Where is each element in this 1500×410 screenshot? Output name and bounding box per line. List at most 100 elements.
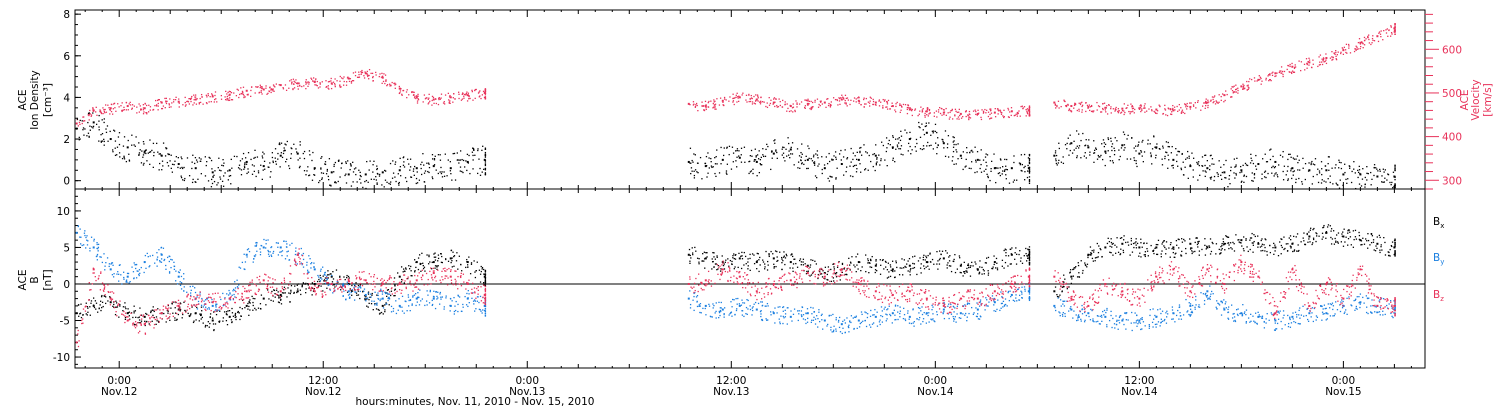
velocity-point [211,94,214,96]
density-point [1171,145,1173,148]
velocity-point [138,103,140,105]
bx-point [1302,237,1304,239]
velocity-point [1096,101,1098,104]
bx-point [151,320,153,322]
bx-point [1228,244,1230,246]
by-point [183,290,185,292]
bx-point [875,260,877,262]
density-point [1251,159,1253,162]
velocity-point [381,75,384,77]
velocity-point [735,96,737,98]
velocity-point [1390,25,1392,27]
velocity-point [325,80,327,82]
density-point [420,163,422,166]
velocity-point [1166,114,1169,117]
velocity-point [394,84,396,86]
density-point [1351,170,1353,173]
velocity-point [1261,80,1263,82]
velocity-point [999,109,1001,111]
velocity-point [1373,40,1376,42]
bx-point [799,258,802,260]
velocity-point [1394,29,1396,32]
density-point [1054,152,1057,154]
density-point [373,178,375,181]
density-point [704,165,707,168]
density-point [254,149,256,151]
velocity-point [343,80,345,83]
density-point [424,170,427,172]
velocity-point [339,84,341,86]
density-point [944,130,947,132]
density-point [1082,132,1084,135]
velocity-point [887,99,890,102]
velocity-point [345,84,348,86]
velocity-point [1246,89,1248,91]
velocity-point [481,94,484,96]
velocity-point [1070,105,1073,108]
bx-point [100,306,103,309]
bx-point [252,309,254,311]
density-point [143,143,145,145]
density-point [900,135,903,137]
velocity-point [443,103,446,105]
velocity-point [293,83,295,85]
velocity-point [954,108,957,110]
density-point [1021,163,1024,166]
density-point [391,177,394,179]
bx-point [1028,251,1031,253]
density-point [914,146,916,148]
density-point [1028,179,1031,182]
bx-point [326,274,329,276]
velocity-point [401,94,403,96]
bx-point [228,310,231,312]
velocity-point [109,109,111,111]
density-point [873,153,876,155]
density-point [439,159,442,161]
bx-point [257,307,260,309]
bx-point [1389,255,1391,257]
bx-point [1308,231,1310,233]
density-point [1328,156,1330,158]
velocity-point [1379,33,1382,35]
density-tick-label: 2 [63,134,70,146]
velocity-point [819,100,822,102]
density-point [1364,186,1366,188]
density-point [381,184,383,186]
density-point [81,120,83,122]
velocity-point [899,104,901,107]
density-point [472,154,474,157]
velocity-point [692,101,695,103]
velocity-point [1223,101,1225,103]
velocity-point [424,98,427,100]
density-point [1321,168,1323,170]
bx-point [1293,235,1295,238]
bx-point [1330,230,1332,232]
velocity-point [471,89,473,91]
density-point [962,168,964,171]
density-point [1119,155,1121,158]
density-point [772,152,775,155]
bx-point [1252,244,1255,246]
bx-point [1007,265,1009,267]
by-point [270,254,272,256]
velocity-point [935,110,938,112]
density-point [1320,161,1323,163]
velocity-point [705,108,707,111]
velocity-point [968,117,970,119]
velocity-point [1370,43,1372,46]
by-point [106,257,109,259]
by-point [144,254,147,257]
density-point [427,162,430,164]
velocity-point [242,93,245,95]
velocity-point [1064,105,1067,107]
density-point [790,146,792,149]
density-point [1167,145,1169,148]
bx-point [1093,251,1095,253]
bx-point [1229,242,1232,244]
density-point [308,150,311,152]
bx-point [1009,248,1011,250]
bx-point [346,274,348,277]
bx-point [98,307,100,310]
density-point [993,167,996,170]
density-point [1383,181,1386,183]
